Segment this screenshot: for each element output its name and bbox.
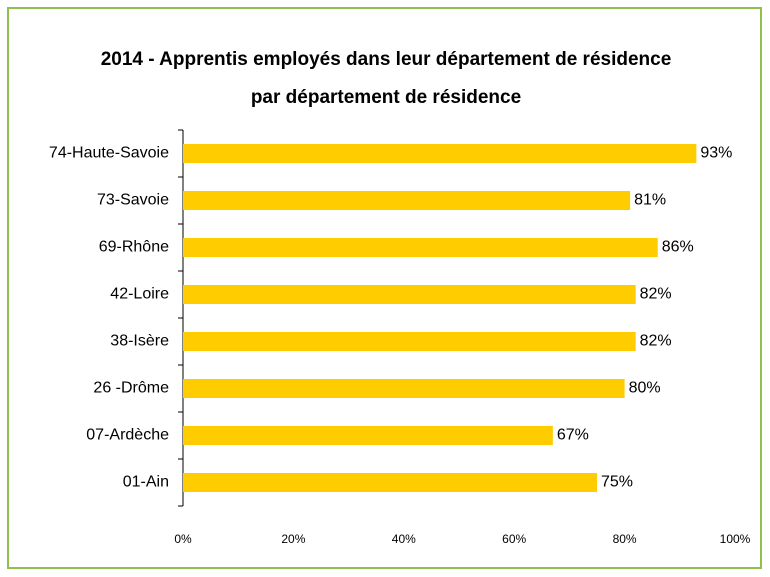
- value-label: 80%: [629, 380, 661, 397]
- y-tick-label: 07-Ardèche: [86, 427, 169, 444]
- value-label: 82%: [640, 286, 672, 303]
- x-tick-label: 80%: [613, 532, 637, 546]
- y-tick-label: 73-Savoie: [97, 192, 169, 209]
- value-label: 67%: [557, 427, 589, 444]
- chart-title: 2014 - Apprentis employés dans leur dépa…: [101, 49, 672, 70]
- bar: [183, 426, 553, 445]
- x-tick-label: 100%: [720, 532, 751, 546]
- value-label: 93%: [700, 145, 732, 162]
- value-label: 75%: [601, 474, 633, 491]
- bar: [183, 332, 636, 351]
- x-tick-label: 40%: [392, 532, 416, 546]
- value-label: 82%: [640, 333, 672, 350]
- chart-title: par département de résidence: [251, 87, 521, 108]
- y-tick-label: 69-Rhône: [99, 239, 169, 256]
- y-tick-label: 42-Loire: [110, 286, 169, 303]
- x-tick-label: 0%: [174, 532, 192, 546]
- bar: [183, 238, 658, 257]
- value-label: 81%: [634, 192, 666, 209]
- value-label: 86%: [662, 239, 694, 256]
- x-tick-label: 60%: [502, 532, 526, 546]
- x-tick-label: 20%: [281, 532, 305, 546]
- y-tick-label: 74-Haute-Savoie: [49, 145, 169, 162]
- y-tick-label: 38-Isère: [110, 333, 169, 350]
- bar: [183, 285, 636, 304]
- bar: [183, 473, 597, 492]
- y-tick-label: 01-Ain: [123, 474, 169, 491]
- bar: [183, 191, 631, 210]
- bar: [183, 144, 697, 163]
- y-tick-label: 26 -Drôme: [93, 380, 169, 397]
- bar: [183, 379, 625, 398]
